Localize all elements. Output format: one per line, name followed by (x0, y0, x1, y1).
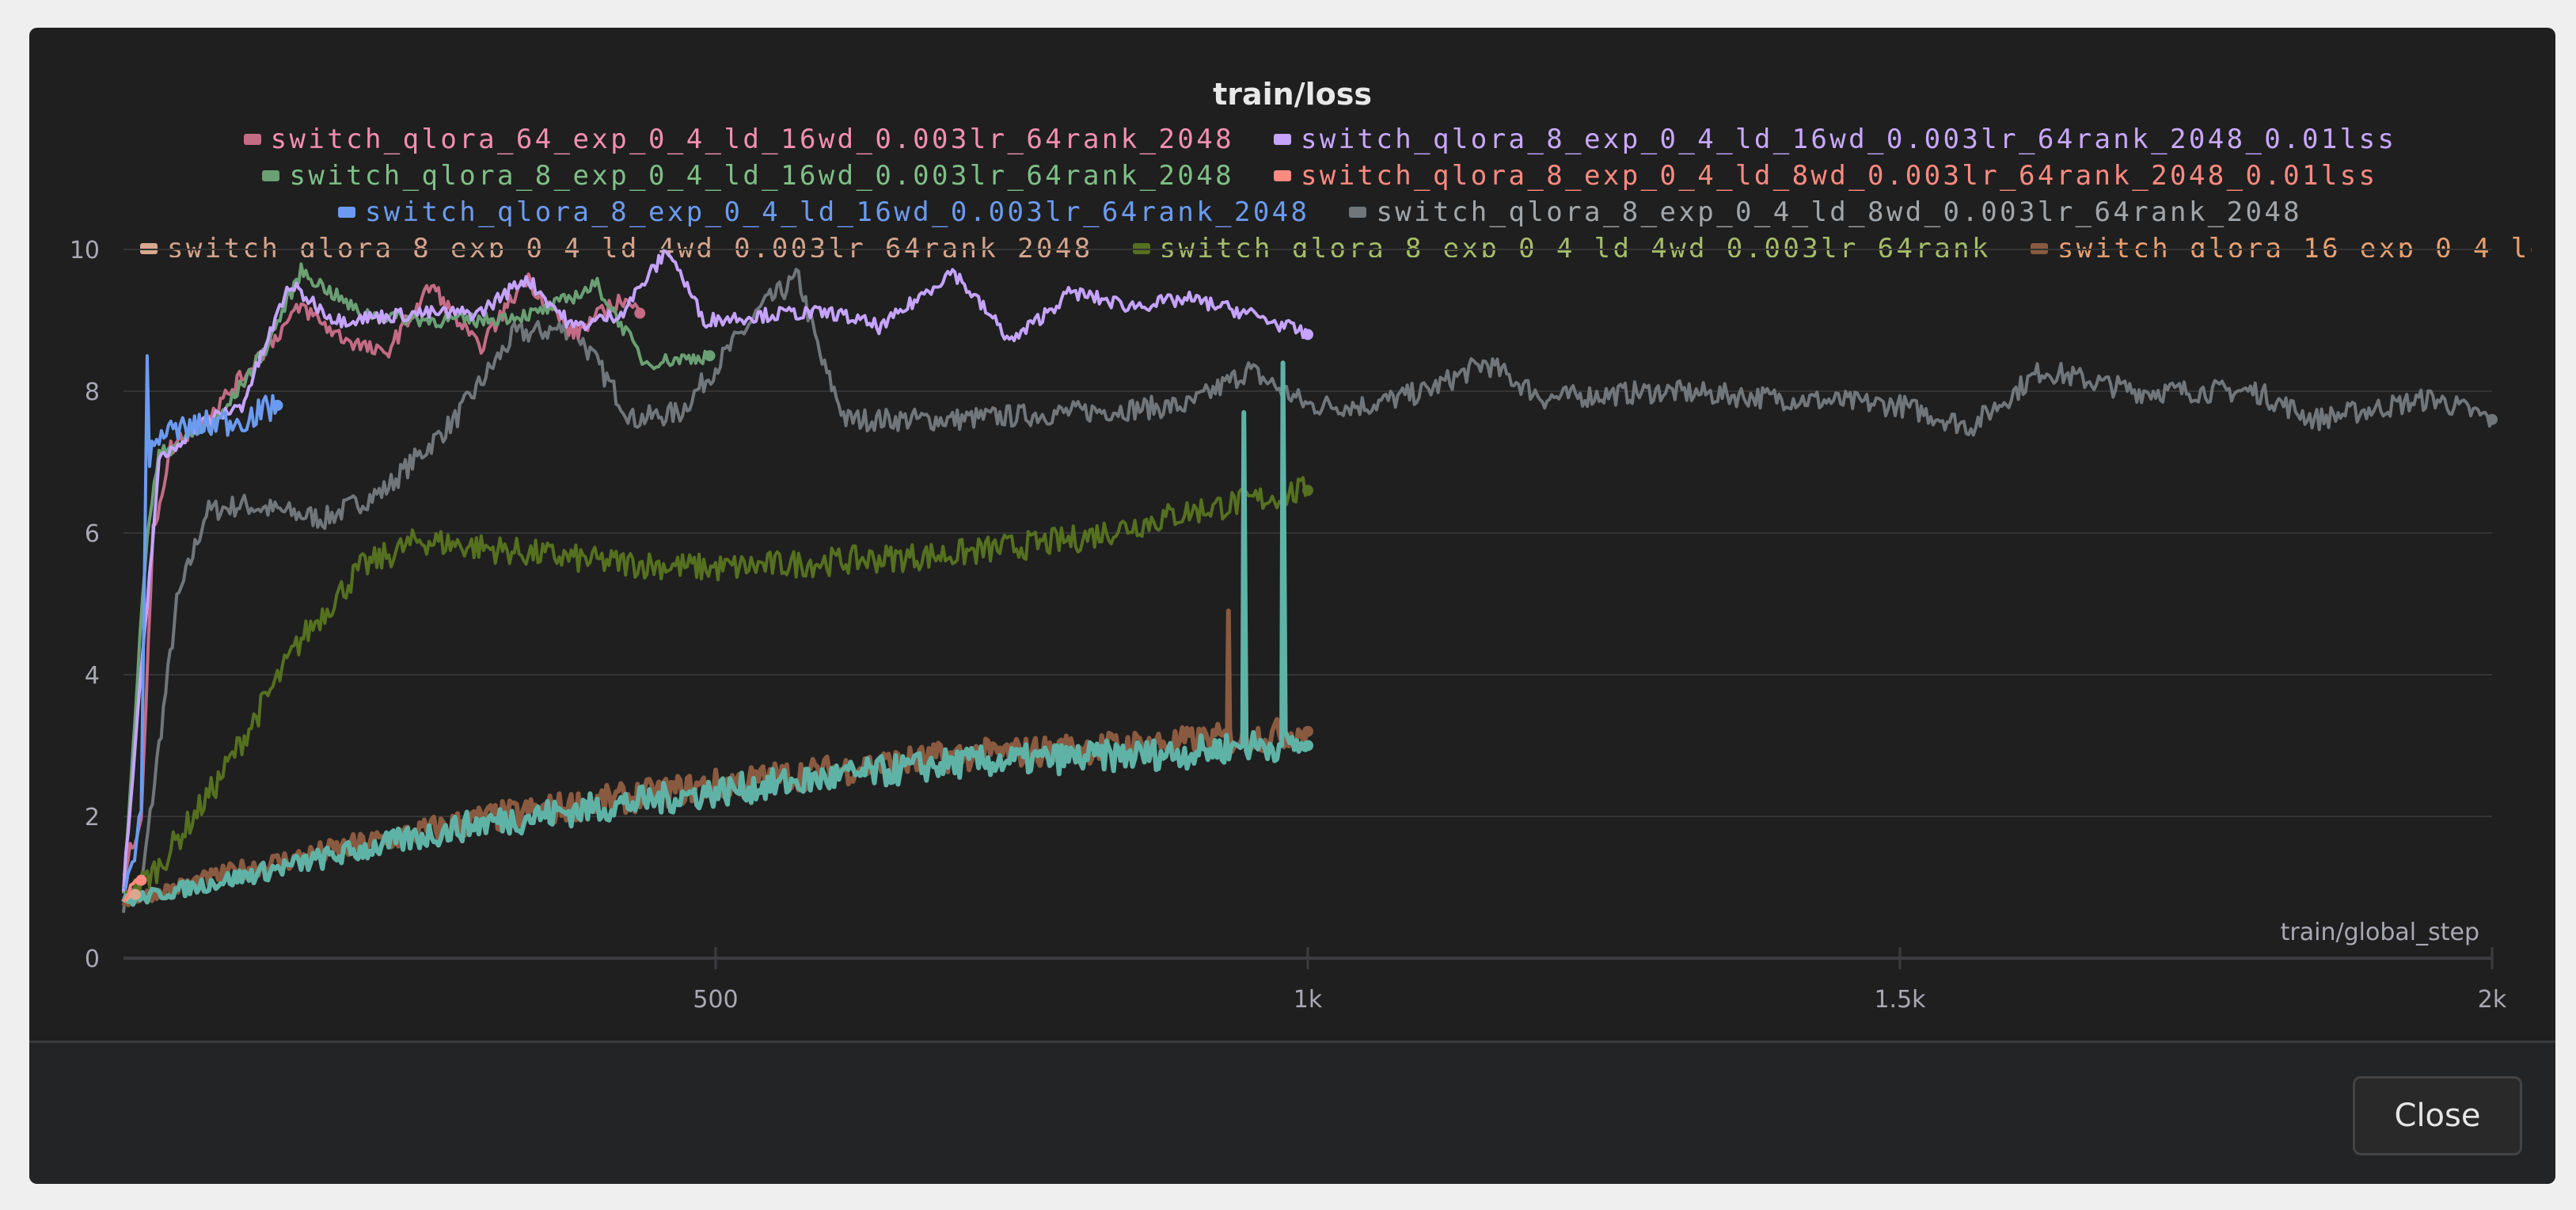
legend-item[interactable]: switch_qlora_64_exp_0_4_ld_16wd_0.003lr_… (243, 121, 1234, 158)
x-tick-label: 1.5k (1874, 986, 1926, 1014)
legend-swatch (243, 134, 261, 145)
chart-modal: train/loss switch_qlora_64_exp_0_4_ld_16… (29, 28, 2555, 1184)
series-end-point (704, 350, 716, 362)
legend-label: switch_qlora_16_exp_0_4_ld_2wd_0.003lr (2057, 233, 2532, 257)
close-button[interactable]: Close (2353, 1076, 2522, 1155)
legend-item[interactable]: switch_qlora_16_exp_0_4_ld_2wd_0.003lr (2030, 230, 2532, 257)
y-tick-label: 10 (70, 237, 100, 264)
y-tick-label: 2 (85, 804, 100, 831)
series-line (121, 360, 1310, 908)
series-end-point (129, 888, 141, 900)
y-tick-label: 0 (85, 946, 100, 973)
legend-item[interactable]: switch_qlora_8_exp_0_4_ld_8wd_0.003lr_64… (1349, 194, 2302, 230)
legend-swatch (1273, 134, 1291, 145)
legend-swatch (1349, 207, 1367, 218)
legend-item[interactable]: switch_qlora_8_exp_0_4_ld_4wd_0.003lr_64… (140, 230, 1093, 257)
series-end-point (1302, 740, 1313, 751)
series-line (122, 476, 1309, 907)
series-end-point (634, 307, 646, 319)
series-end-point (1302, 485, 1313, 497)
series-end-point (272, 399, 283, 411)
y-tick-label: 6 (85, 520, 100, 548)
legend-row: switch_qlora_8_exp_0_4_ld_4wd_0.003lr_64… (108, 230, 2532, 257)
series-line (122, 268, 2494, 913)
legend-item[interactable]: switch_qlora_8_exp_0_4_ld_16wd_0.003lr_6… (262, 158, 1234, 194)
legend-item[interactable]: switch_qlora_8_exp_0_4_ld_4wd_0.003lr_64… (1132, 230, 1991, 257)
legend-label: switch_qlora_8_exp_0_4_ld_16wd_0.003lr_6… (1300, 124, 2397, 155)
legend-label: switch_qlora_8_exp_0_4_ld_16wd_0.003lr_6… (289, 160, 1234, 192)
legend-row: switch_qlora_64_exp_0_4_ld_16wd_0.003lr_… (108, 121, 2532, 158)
legend-row: switch_qlora_8_exp_0_4_ld_16wd_0.003lr_6… (108, 158, 2532, 194)
x-tick-label: 500 (693, 986, 738, 1014)
series-line (123, 354, 279, 891)
legend-item[interactable]: switch_qlora_8_exp_0_4_ld_8wd_0.003lr_64… (1273, 158, 2378, 194)
series-end-point (2487, 413, 2498, 425)
legend-label: switch_qlora_8_exp_0_4_ld_4wd_0.003lr_64… (167, 233, 1093, 257)
legend-label: switch_qlora_64_exp_0_4_ld_16wd_0.003lr_… (270, 124, 1234, 155)
series-end-point (1302, 725, 1313, 737)
legend-label: switch_qlora_8_exp_0_4_ld_8wd_0.003lr_64… (1300, 160, 2378, 192)
plot-area[interactable]: 0 2 4 6 8 10 500 1k 1.5k 2k train/global_step (29, 28, 2555, 1041)
y-tick-label: 4 (85, 662, 100, 690)
legend-swatch (1273, 170, 1291, 181)
legend-item[interactable]: switch_qlora_8_exp_0_4_ld_16wd_0.003lr_6… (337, 194, 1310, 230)
series-end-point (135, 874, 147, 886)
legend-item[interactable]: switch_qlora_8_exp_0_4_ld_16wd_0.003lr_6… (1273, 121, 2397, 158)
chart-title: train/loss (1213, 77, 1372, 112)
legend-label: switch_qlora_8_exp_0_4_ld_16wd_0.003lr_6… (364, 196, 1310, 228)
legend-label: switch_qlora_8_exp_0_4_ld_8wd_0.003lr_64… (1376, 196, 2303, 228)
x-tick-label: 1k (1294, 986, 1323, 1014)
chart-legend: switch_qlora_64_exp_0_4_ld_16wd_0.003lr_… (108, 121, 2532, 257)
y-tick-label: 8 (85, 379, 100, 406)
legend-swatch (337, 207, 355, 218)
legend-label: switch_qlora_8_exp_0_4_ld_4wd_0.003lr_64… (1159, 233, 1991, 257)
series-end-point (1302, 329, 1313, 341)
series-line (122, 272, 642, 877)
legend-row: switch_qlora_8_exp_0_4_ld_16wd_0.003lr_6… (108, 194, 2532, 230)
x-axis-label: train/global_step (2281, 919, 2479, 946)
series-line (121, 608, 1310, 908)
series-line (122, 249, 1309, 892)
legend-swatch (262, 170, 280, 181)
modal-footer: Close (29, 1041, 2555, 1184)
x-tick-label: 2k (2478, 986, 2507, 1014)
